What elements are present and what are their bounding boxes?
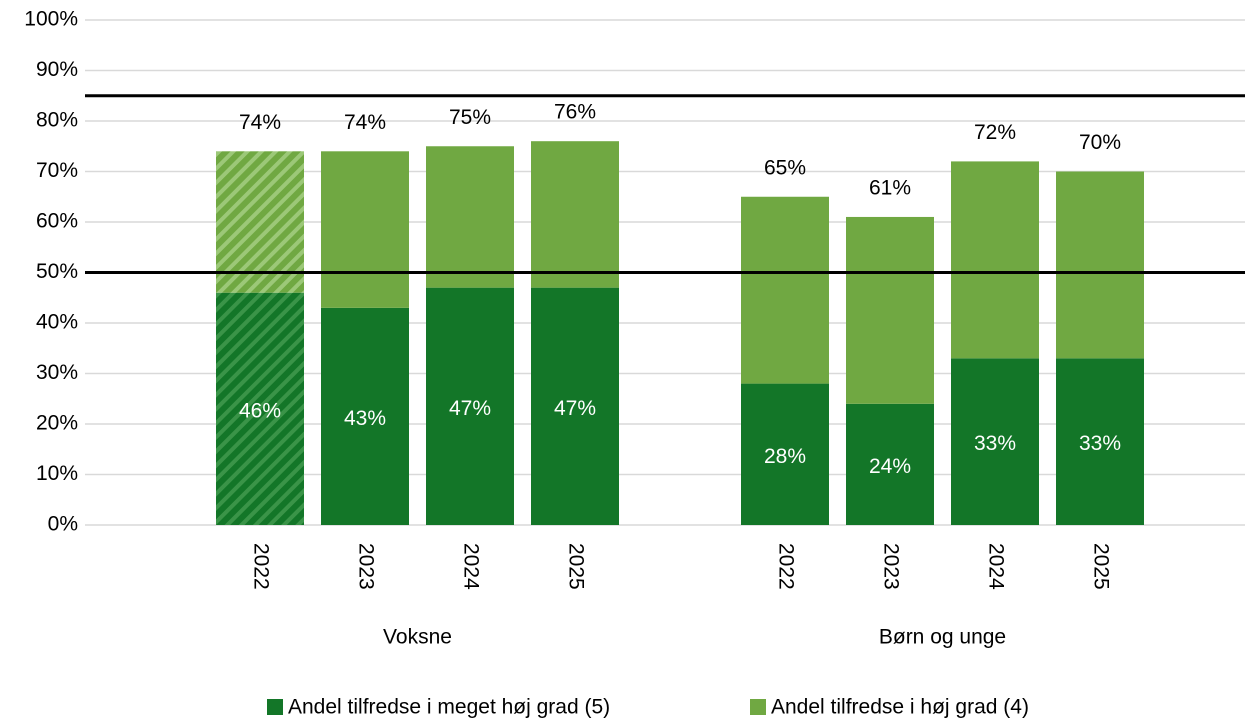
x-tick-label: 2024 — [459, 543, 482, 590]
y-tick-label: 40% — [36, 311, 78, 334]
value-label: 47% — [449, 397, 491, 420]
y-tick-label: 30% — [36, 361, 78, 384]
bar-segment — [846, 403, 934, 525]
bar-segment — [741, 196, 829, 384]
bar-segment — [951, 161, 1039, 359]
bar-segment — [846, 216, 934, 404]
value-label: 24% — [869, 455, 911, 478]
bar-segment — [216, 151, 304, 293]
bar-segment — [741, 383, 829, 525]
total-label: 65% — [764, 156, 806, 179]
y-tick-label: 90% — [36, 58, 78, 81]
value-label: 33% — [1079, 432, 1121, 455]
x-tick-label: 2022 — [249, 543, 272, 590]
x-tick-label: 2022 — [774, 543, 797, 590]
y-tick-label: 50% — [36, 260, 78, 283]
legend-label: Andel tilfredse i meget høj grad (5) — [288, 696, 610, 719]
bar-segment — [426, 287, 514, 525]
value-label: 43% — [344, 407, 386, 430]
bar-segment — [426, 146, 514, 288]
total-label: 75% — [449, 106, 491, 129]
legend-swatch — [750, 699, 766, 715]
legend-label: Andel tilfredse i høj grad (4) — [771, 696, 1029, 719]
legend-swatch — [267, 699, 283, 715]
group-label: Børn og unge — [879, 626, 1006, 649]
y-tick-label: 60% — [36, 210, 78, 233]
value-label: 28% — [764, 445, 806, 468]
total-label: 74% — [344, 111, 386, 134]
x-tick-label: 2025 — [564, 543, 587, 590]
bar-segment — [1056, 171, 1144, 359]
total-label: 70% — [1079, 131, 1121, 154]
bar-segment — [1056, 358, 1144, 525]
group-label: Voksne — [383, 626, 452, 649]
y-tick-label: 20% — [36, 412, 78, 435]
x-tick-label: 2023 — [879, 543, 902, 590]
bar-segment — [321, 307, 409, 525]
bar-segment — [216, 292, 304, 525]
y-tick-label: 70% — [36, 159, 78, 182]
total-label: 74% — [239, 111, 281, 134]
bar-segment — [321, 151, 409, 308]
total-label: 61% — [869, 176, 911, 199]
y-tick-label: 100% — [24, 8, 78, 31]
bar-segment — [531, 141, 619, 288]
bar-segment — [951, 358, 1039, 525]
value-label: 47% — [554, 397, 596, 420]
total-label: 76% — [554, 101, 596, 124]
y-tick-label: 0% — [48, 513, 78, 536]
x-tick-label: 2024 — [984, 543, 1007, 590]
x-tick-label: 2023 — [354, 543, 377, 590]
total-label: 72% — [974, 121, 1016, 144]
value-label: 33% — [974, 432, 1016, 455]
y-tick-label: 80% — [36, 109, 78, 132]
value-label: 46% — [239, 399, 281, 422]
y-tick-label: 10% — [36, 462, 78, 485]
x-tick-label: 2025 — [1089, 543, 1112, 590]
bar-segment — [531, 287, 619, 525]
